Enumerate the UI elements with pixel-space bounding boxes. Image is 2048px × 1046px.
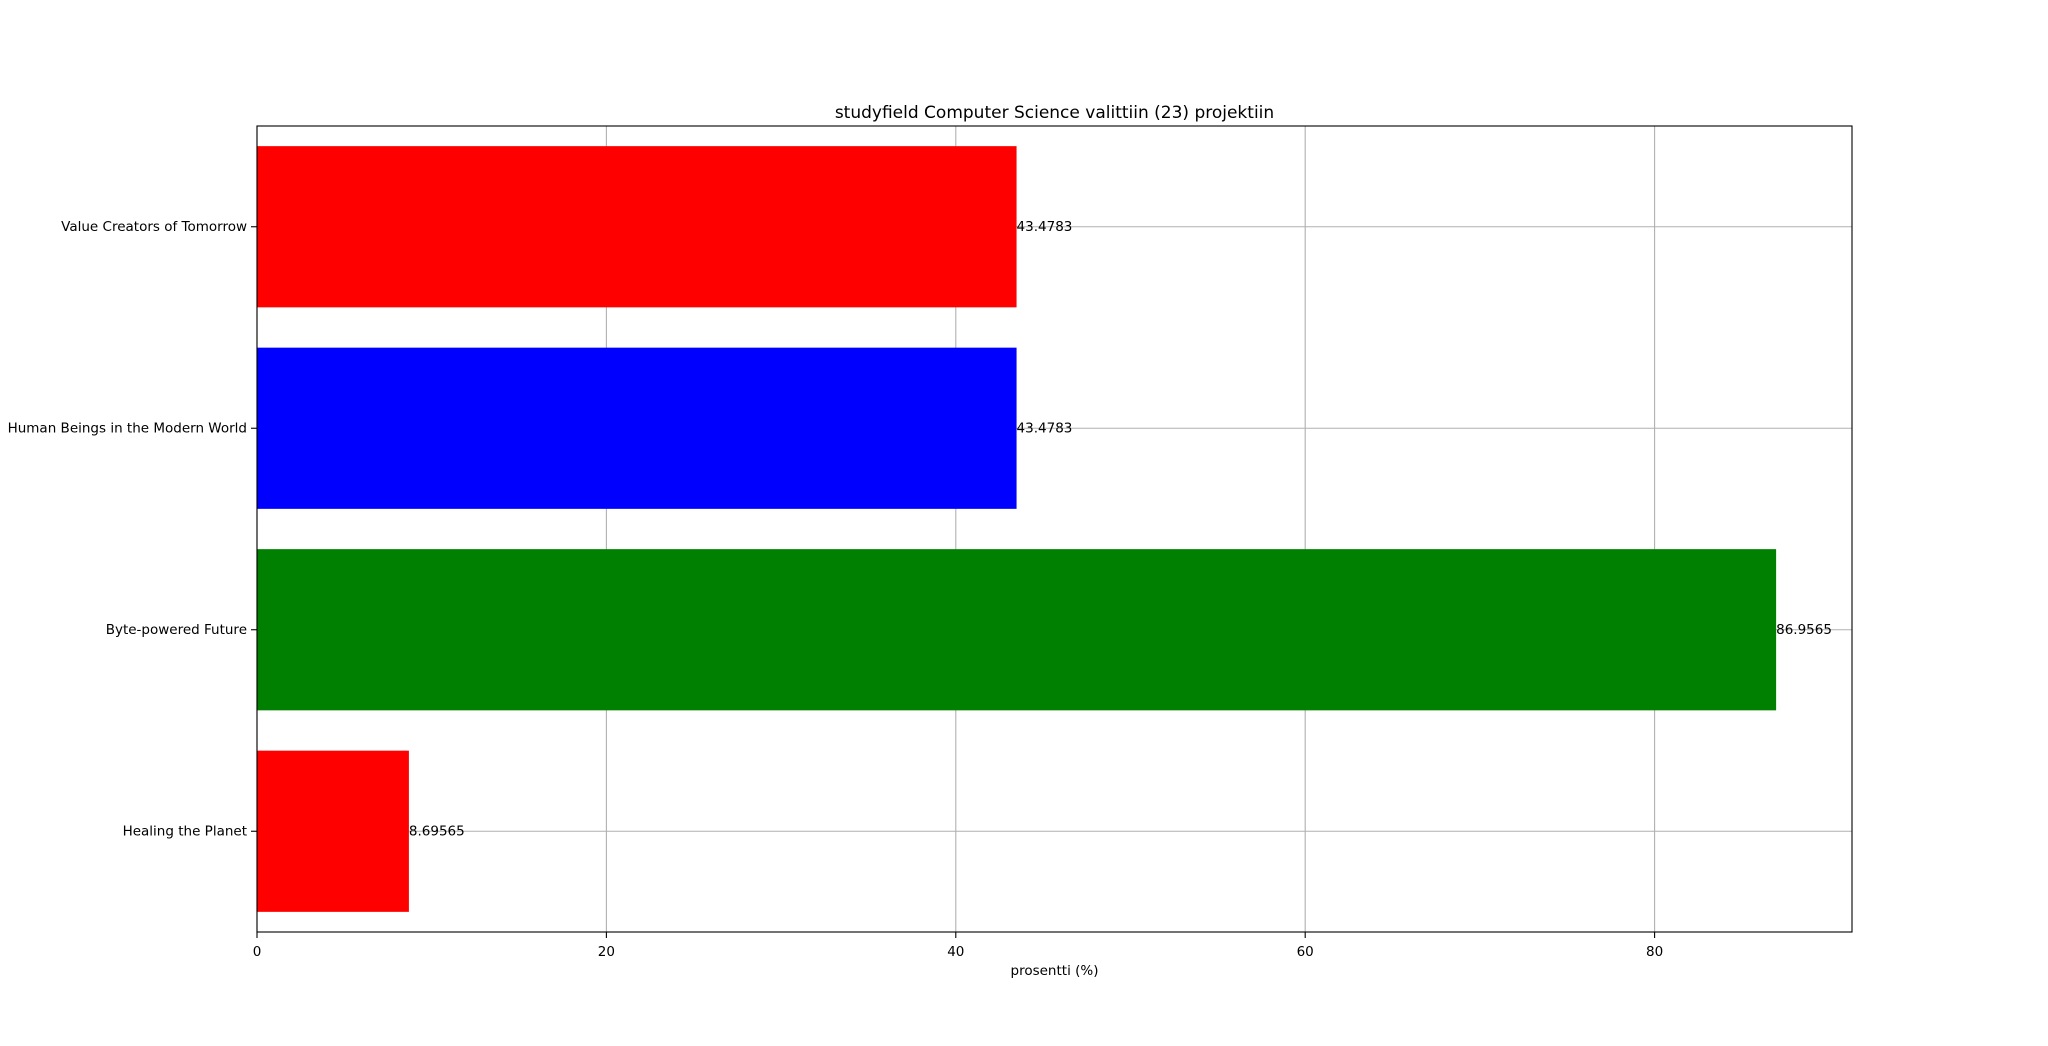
data-labels-layer: 8.69565 86.9565 43.4783 43.4783 bbox=[409, 219, 1832, 840]
x-tick-label: 20 bbox=[598, 944, 615, 960]
bars-layer bbox=[257, 146, 1777, 912]
axes-border bbox=[256, 125, 1853, 933]
y-tick-label: Human Beings in the Modern World bbox=[8, 420, 247, 436]
x-tick-label: 60 bbox=[1297, 944, 1314, 960]
bar bbox=[257, 347, 1017, 509]
data-label: 43.4783 bbox=[1017, 420, 1073, 436]
data-label: 43.4783 bbox=[1017, 219, 1073, 235]
x-axis-label: prosentti (%) bbox=[1011, 963, 1099, 979]
ticks-layer: 0 20 40 60 80 Healing the Planet Byte-powered … bbox=[8, 219, 1664, 960]
x-tick-label: 0 bbox=[253, 944, 262, 960]
bar bbox=[257, 549, 1777, 711]
x-tick-label: 80 bbox=[1646, 944, 1663, 960]
bar bbox=[257, 146, 1017, 308]
axes-frame bbox=[256, 125, 1853, 933]
chart-title: studyfield Computer Science valittiin (2… bbox=[835, 103, 1274, 123]
data-label: 86.9565 bbox=[1776, 622, 1832, 638]
y-tick-label: Byte-powered Future bbox=[106, 622, 247, 638]
y-tick-label: Value Creators of Tomorrow bbox=[61, 219, 247, 235]
y-tick-label: Healing the Planet bbox=[123, 823, 247, 839]
data-label: 8.69565 bbox=[409, 823, 465, 839]
x-tick-label: 40 bbox=[947, 944, 964, 960]
bar bbox=[257, 750, 409, 912]
